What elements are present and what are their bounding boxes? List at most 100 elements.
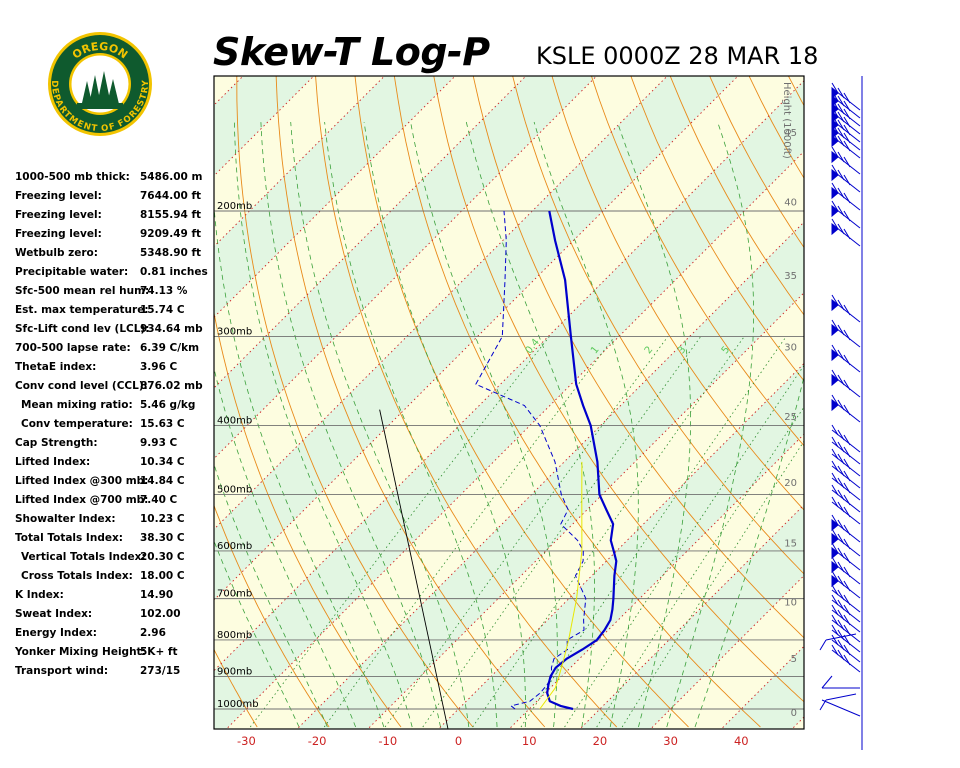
wind-barb-tick bbox=[843, 210, 851, 222]
wind-barb-staff bbox=[831, 465, 861, 489]
moist-adiabat bbox=[214, 540, 300, 728]
wind-barb-tick bbox=[831, 436, 839, 448]
dry-adiabat bbox=[669, 76, 804, 316]
wind-barb bbox=[831, 369, 861, 398]
plot-frame bbox=[213, 75, 805, 730]
stat-label: Total Totals Index: bbox=[15, 532, 123, 544]
wind-barb-tick bbox=[843, 92, 851, 104]
wind-barb-tick bbox=[843, 494, 851, 506]
stat-label: Mean mixing ratio: bbox=[21, 399, 133, 411]
wind-barb-staff bbox=[831, 441, 861, 465]
wind-barb-tick bbox=[831, 448, 839, 460]
isobar-label: 500mb bbox=[217, 485, 252, 496]
wind-barb-pennant bbox=[831, 574, 839, 588]
wind-barb-tick bbox=[821, 699, 861, 717]
wind-barb-tick bbox=[831, 294, 839, 306]
wind-barb bbox=[831, 556, 861, 585]
wind-barb-tick bbox=[843, 174, 851, 186]
wind-barb-tick bbox=[831, 344, 839, 356]
stat-label: Wetbulb zero: bbox=[15, 247, 98, 259]
wind-barb bbox=[831, 394, 861, 423]
x-tick-label: 20 bbox=[593, 734, 608, 748]
moist-adiabat bbox=[666, 121, 754, 728]
wind-barb-tick bbox=[843, 329, 851, 341]
wind-barb-tick bbox=[831, 624, 839, 636]
stat-row: Mean mixing ratio: 5.46 g/kg bbox=[15, 396, 215, 415]
wind-barb bbox=[831, 319, 861, 348]
stat-row: Cap Strength: 9.93 C bbox=[15, 434, 215, 453]
wind-barb-pennant bbox=[831, 298, 839, 312]
wind-barb-tick bbox=[831, 98, 839, 110]
stat-row: ThetaE index: 3.96 C bbox=[15, 358, 215, 377]
moist-adiabat bbox=[214, 463, 328, 728]
wind-barb-pennant bbox=[831, 518, 839, 532]
stat-row: Precipitable water: 0.81 inches bbox=[15, 263, 215, 282]
height-tick-label: 30 bbox=[784, 343, 797, 354]
wind-barb-tick bbox=[837, 135, 845, 147]
height-tick-label: 5 bbox=[791, 654, 797, 665]
wind-barb-tick bbox=[837, 547, 845, 559]
wind-barb-tick bbox=[831, 584, 839, 596]
stat-row: Yonker Mixing Height: 5K+ ft bbox=[15, 643, 215, 662]
stat-label: Freezing level: bbox=[15, 228, 102, 240]
moist-adiabat bbox=[214, 366, 356, 728]
stat-label: Lifted Index: bbox=[15, 456, 91, 468]
stat-row: Conv temperature: 15.63 C bbox=[15, 415, 215, 434]
wind-barb-tick bbox=[837, 111, 845, 123]
wind-barb-tick bbox=[837, 103, 845, 115]
wind-barb-tick bbox=[843, 566, 851, 578]
wind-barb-tick bbox=[831, 319, 839, 331]
dry-adiabat bbox=[883, 0, 960, 727]
dry-adiabat bbox=[354, 76, 689, 728]
stat-value: 14.90 bbox=[140, 589, 174, 601]
isotherm-band bbox=[650, 575, 804, 729]
moist-adiabat bbox=[214, 203, 385, 728]
wind-barb-tick bbox=[837, 349, 845, 361]
wind-barb-tick bbox=[843, 404, 851, 416]
wind-barb-tick bbox=[843, 524, 851, 536]
wind-barb bbox=[831, 472, 861, 501]
isotherm bbox=[791, 716, 804, 729]
stat-value: 10.34 C bbox=[140, 456, 185, 468]
wind-barb bbox=[831, 460, 861, 489]
wind-barb bbox=[831, 164, 861, 193]
chart-title: Skew-T Log-P bbox=[213, 30, 490, 74]
height-tick-label: 25 bbox=[784, 412, 797, 423]
wind-barb-tick bbox=[843, 580, 851, 592]
wind-barb-tick bbox=[831, 634, 839, 646]
wind-barb-tick bbox=[837, 374, 845, 386]
wind-barb bbox=[831, 570, 861, 599]
wind-barb-tick bbox=[831, 164, 839, 176]
wind-barb-tick bbox=[831, 146, 839, 158]
wind-barb-tick bbox=[843, 538, 851, 550]
axes: 200mb 300mb 400mb 500mb 600mb 700mb 800mb 900mb… bbox=[217, 82, 797, 748]
wind-barb bbox=[821, 675, 861, 717]
wind-barb bbox=[831, 634, 861, 663]
stat-value: 18.00 C bbox=[140, 570, 185, 582]
dry-adiabat bbox=[551, 76, 804, 511]
wind-barb bbox=[831, 200, 861, 229]
stat-row: Conv cond level (CCL): 876.02 mb bbox=[15, 377, 215, 396]
stat-value: 74.13 % bbox=[140, 285, 188, 297]
x-tick-label: 10 bbox=[522, 734, 537, 748]
wind-barb-pennant bbox=[831, 348, 839, 362]
stat-value: 5486.00 m bbox=[140, 171, 203, 183]
stat-row: Freezing level: 9209.49 ft bbox=[15, 225, 215, 244]
wind-barb-tick bbox=[843, 654, 851, 666]
wind-barb-pennant bbox=[831, 323, 839, 337]
wind-barb-tick bbox=[837, 119, 845, 131]
dry-adiabat bbox=[630, 76, 804, 382]
wind-barb-tick bbox=[843, 156, 851, 168]
moist-adiabat bbox=[465, 121, 595, 728]
wind-barb-tick bbox=[837, 639, 845, 651]
tree-icon bbox=[77, 71, 123, 109]
dry-adiabat bbox=[918, 0, 960, 727]
dry-adiabat bbox=[472, 76, 804, 639]
isotherm bbox=[214, 76, 668, 530]
mixing-ratio-line bbox=[249, 336, 550, 728]
wind-barb-tick bbox=[837, 619, 845, 631]
dry-adiabat bbox=[393, 76, 761, 728]
wind-barb-tick bbox=[837, 223, 845, 235]
stat-value: 20.30 C bbox=[140, 551, 185, 563]
